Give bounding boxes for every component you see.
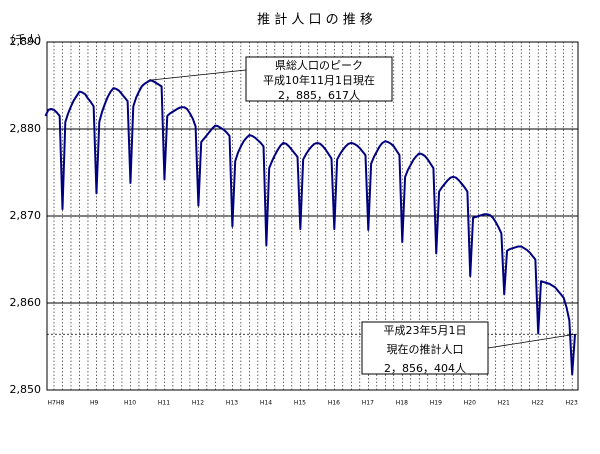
y-unit: （千人） [4,33,48,46]
x-tick-label: H20 [464,400,476,407]
annotation-text: 現在の推計人口 [387,342,464,356]
annotation-box [361,321,489,375]
y-tick-label: 2,870 [10,209,42,222]
x-tick-label: H19 [430,400,442,407]
annotation-text: 2，856，404人 [384,362,466,375]
x-tick-label: H12 [192,400,204,407]
x-tick-label: H9 [90,400,99,407]
y-tick-label: 2,880 [10,122,42,135]
y-tick-label: 2,860 [10,296,42,309]
annotation-text: 平成10年11月1日現在 [263,73,375,87]
x-tick-label: H10 [124,400,136,407]
x-tick-label: H22 [532,400,544,407]
x-tick-label: H16 [328,400,340,407]
y-tick-label: 2,890 [10,35,42,48]
x-tick-label: H18 [396,400,408,407]
x-tick-label: H8 [56,400,65,407]
x-tick-label: H15 [294,400,306,407]
annotation-leader [487,333,576,349]
chart-title: 推 計 人 口 の 推 移 [257,12,373,28]
annotation-text: 2，885，617人 [278,89,360,102]
x-tick-label: H13 [226,400,238,407]
y-tick-label: 2,850 [10,383,42,396]
x-tick-label: H17 [362,400,374,407]
annotation-text: 平成23年5月1日 [384,323,467,337]
annotation-text: 県総人口のピーク [275,58,363,72]
x-tick-label: H23 [566,400,578,407]
annotation-box [245,56,393,102]
x-tick-label: H11 [158,400,170,407]
annotation-leader [150,69,247,81]
x-tick-label: H21 [498,400,510,407]
x-tick-label: H14 [260,400,272,407]
x-tick-label: H7 [48,400,57,407]
data-line [44,79,576,376]
